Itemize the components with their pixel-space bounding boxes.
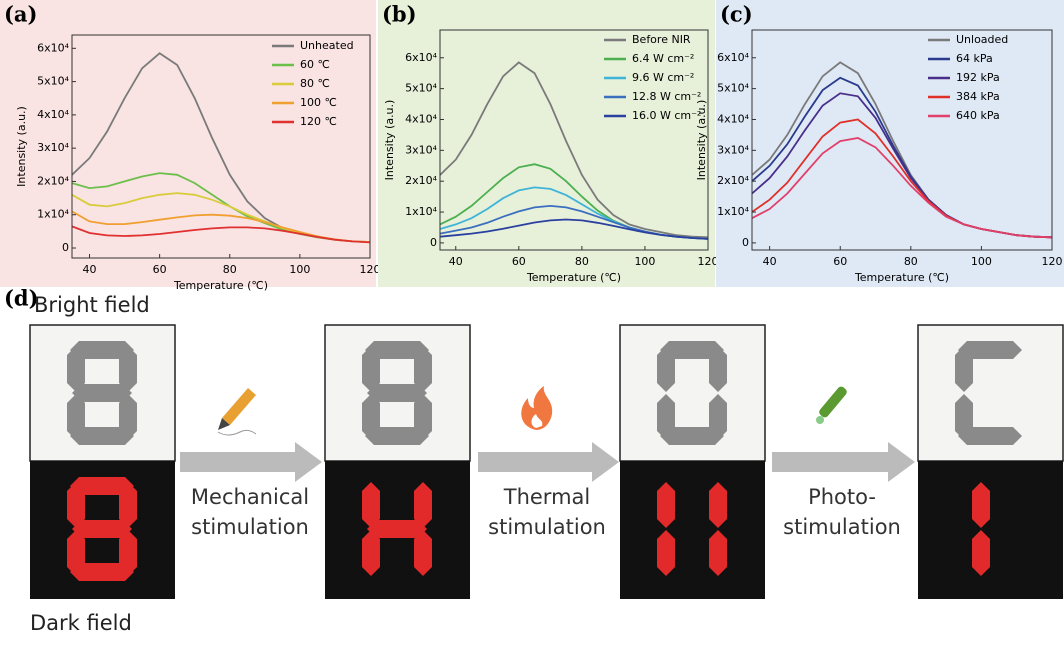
segment bbox=[657, 346, 675, 392]
legend-label: 120 ℃ bbox=[300, 115, 337, 128]
legend-label: Unheated bbox=[300, 39, 354, 52]
segment bbox=[367, 520, 427, 538]
x-tick-label: 80 bbox=[575, 255, 589, 268]
x-axis-label: Temperature (℃) bbox=[173, 279, 268, 292]
panel-label: (c) bbox=[720, 2, 753, 27]
segment bbox=[709, 482, 727, 528]
segment bbox=[657, 482, 675, 528]
x-tick-label: 60 bbox=[833, 255, 847, 268]
segment bbox=[972, 530, 990, 576]
x-tick-label: 60 bbox=[512, 255, 526, 268]
legend-label: 12.8 W cm⁻² bbox=[632, 90, 701, 103]
panel-label: (b) bbox=[382, 2, 417, 27]
chart-panel: (b) Before NIR 6.4 W cm⁻² 9.6 W cm⁻² 12.8 W … bbox=[378, 0, 719, 287]
x-tick-label: 40 bbox=[83, 263, 97, 276]
x-tick-label: 120 bbox=[1042, 255, 1063, 268]
segment bbox=[955, 346, 973, 392]
chart-panel: (a) Unheated 60 ℃ 80 ℃ 100 ℃ 120 ℃ 40 60 80 100 12… bbox=[0, 0, 381, 292]
y-tick-label: 2x10⁴ bbox=[717, 174, 750, 187]
legend-label: 6.4 W cm⁻² bbox=[632, 52, 694, 65]
display bbox=[30, 325, 175, 599]
x-tick-label: 120 bbox=[360, 263, 381, 276]
step-label: Mechanical bbox=[191, 485, 309, 509]
legend-label: Unloaded bbox=[956, 33, 1008, 46]
y-tick-label: 5x10⁴ bbox=[405, 82, 438, 95]
y-tick-label: 1x10⁴ bbox=[717, 205, 750, 218]
x-tick-label: 80 bbox=[223, 263, 237, 276]
y-tick-label: 6x10⁴ bbox=[405, 51, 438, 64]
figure: (a) Unheated 60 ℃ 80 ℃ 100 ℃ 120 ℃ 40 60 80 100 12… bbox=[0, 0, 1064, 642]
legend-label: 64 kPa bbox=[956, 52, 993, 65]
step-label: Thermal bbox=[503, 485, 590, 509]
segment bbox=[955, 394, 973, 440]
y-tick-label: 0 bbox=[430, 236, 437, 249]
y-tick-label: 3x10⁴ bbox=[405, 143, 438, 156]
y-tick-label: 2x10⁴ bbox=[37, 174, 70, 187]
display bbox=[325, 325, 470, 599]
segment bbox=[72, 520, 132, 538]
y-tick-label: 3x10⁴ bbox=[37, 141, 70, 154]
x-tick-label: 100 bbox=[634, 255, 655, 268]
step-label: stimulation bbox=[783, 515, 901, 539]
panel-label: (a) bbox=[4, 2, 37, 27]
legend-label: 80 ℃ bbox=[300, 77, 330, 90]
legend-label: 100 ℃ bbox=[300, 96, 337, 109]
step-label: stimulation bbox=[488, 515, 606, 539]
display bbox=[620, 325, 765, 599]
y-axis-label: Intensity (a.u.) bbox=[695, 100, 708, 181]
y-tick-label: 1x10⁴ bbox=[405, 205, 438, 218]
x-tick-label: 80 bbox=[904, 255, 918, 268]
y-tick-label: 0 bbox=[742, 236, 749, 249]
step-label: stimulation bbox=[191, 515, 309, 539]
segment bbox=[657, 394, 675, 440]
y-tick-label: 2x10⁴ bbox=[405, 174, 438, 187]
legend-label: 9.6 W cm⁻² bbox=[632, 71, 694, 84]
legend-label: 60 ℃ bbox=[300, 58, 330, 71]
y-tick-label: 1x10⁴ bbox=[37, 208, 70, 221]
x-axis-label: Temperature (℃) bbox=[526, 271, 621, 284]
legend-label: 640 kPa bbox=[956, 109, 1000, 122]
y-axis-label: Intensity (a.u.) bbox=[383, 100, 396, 181]
y-tick-label: 4x10⁴ bbox=[717, 112, 750, 125]
top-label: Bright field bbox=[34, 293, 150, 317]
x-tick-label: 40 bbox=[449, 255, 463, 268]
y-tick-label: 4x10⁴ bbox=[37, 108, 70, 121]
bottom-label: Dark field bbox=[30, 611, 132, 635]
x-tick-label: 100 bbox=[971, 255, 992, 268]
y-tick-label: 5x10⁴ bbox=[37, 75, 70, 88]
y-tick-label: 6x10⁴ bbox=[37, 41, 70, 54]
y-tick-label: 6x10⁴ bbox=[717, 51, 750, 64]
x-tick-label: 100 bbox=[289, 263, 310, 276]
y-axis-label: Intensity (a.u.) bbox=[15, 106, 28, 187]
y-tick-label: 0 bbox=[62, 241, 69, 254]
legend-label: 384 kPa bbox=[956, 90, 1000, 103]
x-axis-label: Temperature (℃) bbox=[854, 271, 949, 284]
x-tick-label: 120 bbox=[698, 255, 719, 268]
legend-label: 192 kPa bbox=[956, 71, 1000, 84]
segment bbox=[709, 530, 727, 576]
legend-label: Before NIR bbox=[632, 33, 691, 46]
x-tick-label: 60 bbox=[153, 263, 167, 276]
y-tick-label: 4x10⁴ bbox=[405, 112, 438, 125]
dark-box bbox=[918, 461, 1063, 599]
segment bbox=[72, 384, 132, 402]
y-tick-label: 5x10⁴ bbox=[717, 82, 750, 95]
x-tick-label: 40 bbox=[763, 255, 777, 268]
chart-panel: (c) Unloaded 64 kPa 192 kPa 384 kPa 640 kPa 40… bbox=[695, 0, 1064, 287]
segment bbox=[367, 384, 427, 402]
segment bbox=[657, 530, 675, 576]
step-label: Photo- bbox=[808, 485, 876, 509]
dark-box bbox=[620, 461, 765, 599]
segment bbox=[709, 346, 727, 392]
display bbox=[918, 325, 1063, 599]
segment bbox=[972, 482, 990, 528]
legend-label: 16.0 W cm⁻² bbox=[632, 109, 701, 122]
charts: (a) Unheated 60 ℃ 80 ℃ 100 ℃ 120 ℃ 40 60 80 100 12… bbox=[0, 0, 1064, 292]
y-tick-label: 3x10⁴ bbox=[717, 143, 750, 156]
